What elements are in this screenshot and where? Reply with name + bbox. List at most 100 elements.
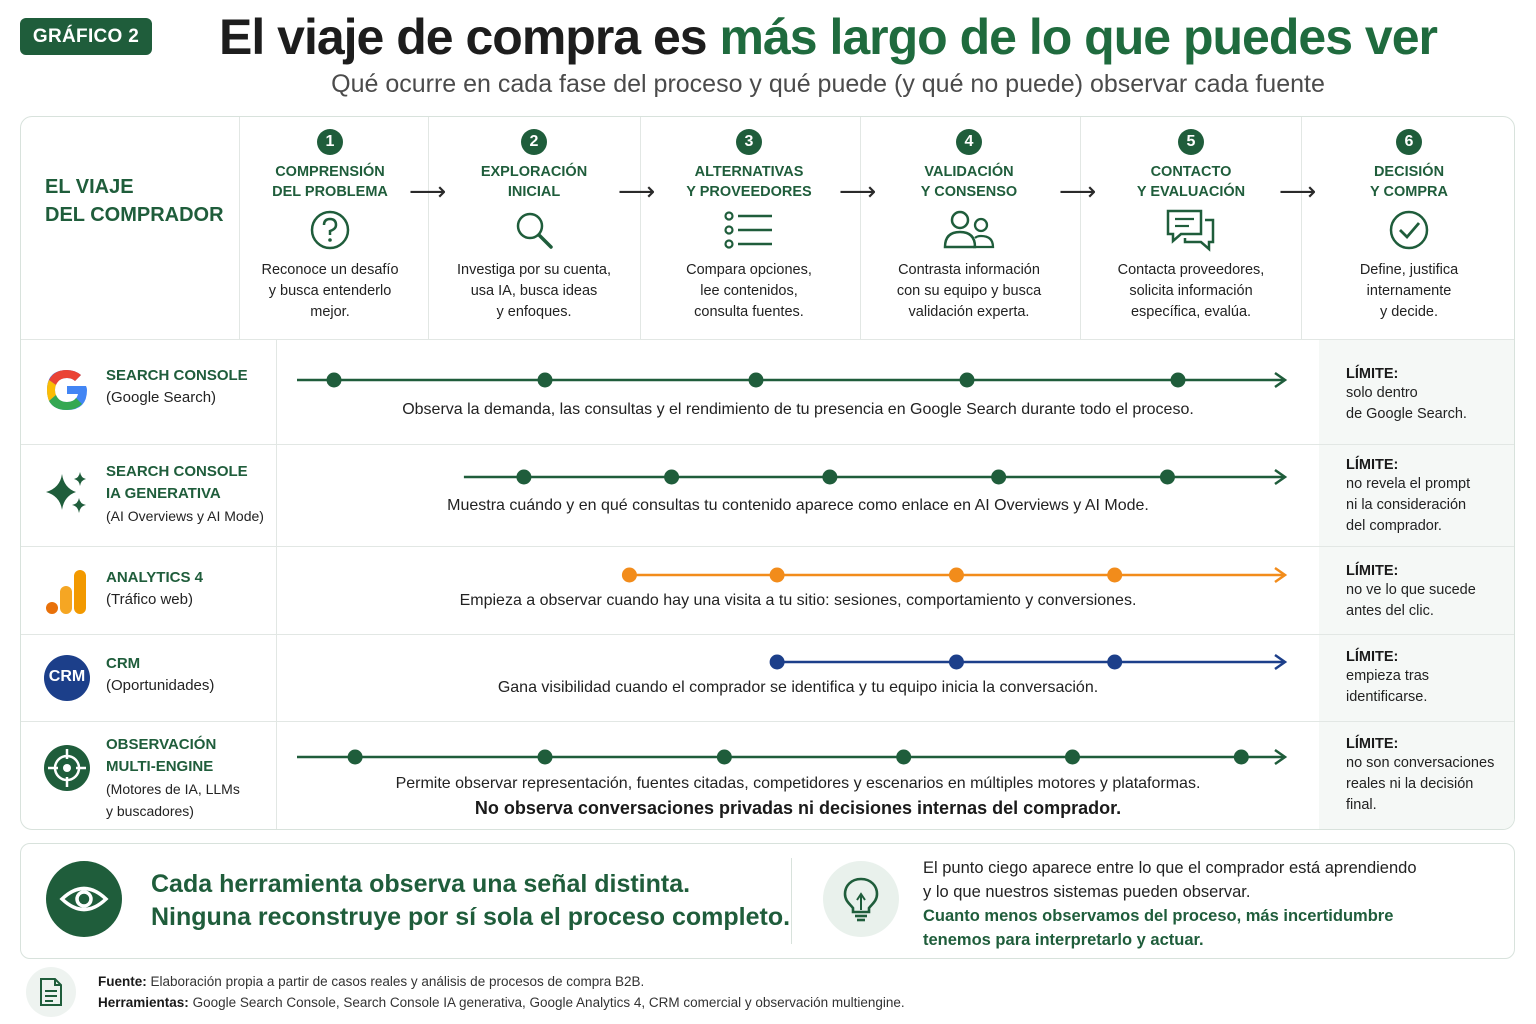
stage-number: 1 [317,129,343,155]
tool-title: OBSERVACIÓN MULTI-ENGINE [106,736,217,775]
limit-title: LÍMITE: [1346,736,1399,752]
coverage-point [769,567,785,583]
stage-title: DECISIÓN Y COMPRA [1370,164,1448,200]
row-divider [276,340,277,444]
coverage-point [1107,567,1123,583]
tool-description: Muestra cuándo y en qué consultas tu con… [447,497,1149,514]
stage-description: Reconoce un desafío y busca entenderlo m… [261,262,399,320]
coverage-track [297,371,1288,389]
magnifier-icon [434,206,634,254]
coverage-point [326,372,342,388]
arrowhead-icon [1274,748,1288,766]
limit-body: empieza tras identificarse. [1346,668,1430,705]
coverage-track [297,748,1288,766]
limit-title: LÍMITE: [1346,366,1399,382]
google-g-icon [41,364,93,416]
coverage-point [621,567,637,583]
tool-limit: LÍMITE: no revela el prompt ni la conside… [1319,445,1514,546]
stage-divider [1080,117,1081,339]
source-line: Fuente: Elaboración propia a partir de c… [98,971,905,992]
arrowhead-icon [1274,566,1288,584]
users-icon [869,206,1069,254]
summary-right-text: El punto ciego aparece entre lo que el c… [923,856,1417,952]
summary-right-line2: y lo que nuestros sistemas pueden observ… [923,883,1251,901]
coverage-point [991,469,1007,485]
row-divider [276,635,277,721]
stage-divider [640,117,641,339]
tool-description: Observa la demanda, las consultas y el r… [402,401,1194,418]
title-plain: El viaje de compra es [219,9,708,65]
coverage-point [537,749,553,765]
analytics-bars-icon [41,565,93,617]
tool-limit: LÍMITE: empieza tras identificarse. [1319,635,1514,721]
check-circle-icon [1309,206,1509,254]
limit-title: LÍMITE: [1346,457,1399,473]
stage-description: Define, justifica internamente y decide. [1359,262,1459,320]
coverage-point [516,469,532,485]
tool-title: ANALYTICS 4 [106,569,203,586]
coverage-point [748,372,764,388]
tools-text: Google Search Console, Search Console IA… [192,995,905,1010]
journey-label-line1: EL VIAJE [45,176,134,198]
stage-arrow-icon: ⟶ [839,176,877,206]
page-title: El viaje de compra es más largo de lo qu… [150,8,1506,66]
tool-description: Permite observar representación, fuentes… [395,775,1201,792]
stage-arrow-icon: ⟶ [618,176,656,206]
stage-arrow-icon: ⟶ [1059,176,1097,206]
stage-arrow-icon: ⟶ [1279,176,1317,206]
row-divider [276,547,277,634]
chart-badge: GRÁFICO 2 [20,18,152,55]
chat-bubbles-icon [1091,206,1291,254]
summary-main-text: Cada herramienta observa una señal disti… [151,868,790,934]
target-crosshair-icon [41,742,93,794]
stage-number: 6 [1396,129,1422,155]
tool-row-analytics-4: ANALYTICS 4 (Tráfico web) Empieza a observ… [21,546,1514,634]
limit-title: LÍMITE: [1346,649,1399,665]
source-text: Elaboración propia a partir de casos rea… [150,974,645,989]
page-subtitle: Qué ocurre en cada fase del proceso y qu… [331,70,1325,98]
stage-1: 1 COMPRENSIÓN DEL PROBLEMA Reconoce un des… [230,117,430,339]
stage-divider [428,117,429,339]
tool-description-emphasis: No observa conversaciones privadas ni de… [474,798,1122,818]
tool-title: SEARCH CONSOLE IA GENERATIVA [106,463,248,502]
stage-4: 4 VALIDACIÓN Y CONSENSO Contrasta informac… [869,117,1069,339]
coverage-point [537,372,553,388]
limit-body: no son conversaciones reales ni la decis… [1346,755,1495,813]
stage-divider [1301,117,1302,339]
tool-name: SEARCH CONSOLE (Google Search) [106,365,248,409]
tool-limit: LÍMITE: no ve lo que sucede antes del cli… [1319,547,1514,634]
document-icon [26,967,76,1017]
sparkles-icon [41,467,93,519]
stage-description: Contrasta información con su equipo y bu… [896,262,1042,320]
coverage-point [948,567,964,583]
coverage-point [896,749,912,765]
summary-box: Cada herramienta observa una señal disti… [20,843,1515,959]
list-icon [649,206,849,254]
coverage-point [948,654,964,670]
row-divider [276,445,277,546]
source-label: Fuente: [98,974,147,989]
tool-row-search-console: SEARCH CONSOLE (Google Search) Observa la … [21,339,1514,444]
question-circle-icon [230,206,430,254]
lightbulb-icon [823,861,899,937]
tools-line: Herramientas: Google Search Console, Sea… [98,992,905,1013]
stage-number: 3 [736,129,762,155]
coverage-point [1159,469,1175,485]
row-divider [276,722,277,829]
summary-line1: Cada herramienta observa una señal disti… [151,870,691,898]
coverage-point [1107,654,1123,670]
tool-row-search-console-ia: SEARCH CONSOLE IA GENERATIVA (AI Overview… [21,444,1514,546]
coverage-point [1233,749,1249,765]
tool-title: SEARCH CONSOLE [106,367,248,384]
stage-description: Investiga por su cuenta, usa IA, busca i… [457,262,611,320]
stage-number: 2 [521,129,547,155]
summary-line2: Ninguna reconstruye por sí sola el proce… [151,903,791,931]
source-notes: Fuente: Elaboración propia a partir de c… [98,971,905,1013]
crm-badge-icon: CRM [41,652,93,704]
coverage-point [959,372,975,388]
stage-6: 6 DECISIÓN Y COMPRA Define, justifica inte… [1309,117,1509,339]
stage-title: CONTACTO Y EVALUACIÓN [1136,164,1246,200]
summary-divider [791,858,792,944]
coverage-track [769,653,1288,671]
summary-right-bold2: tenemos para interpretarlo y actuar. [923,931,1204,949]
